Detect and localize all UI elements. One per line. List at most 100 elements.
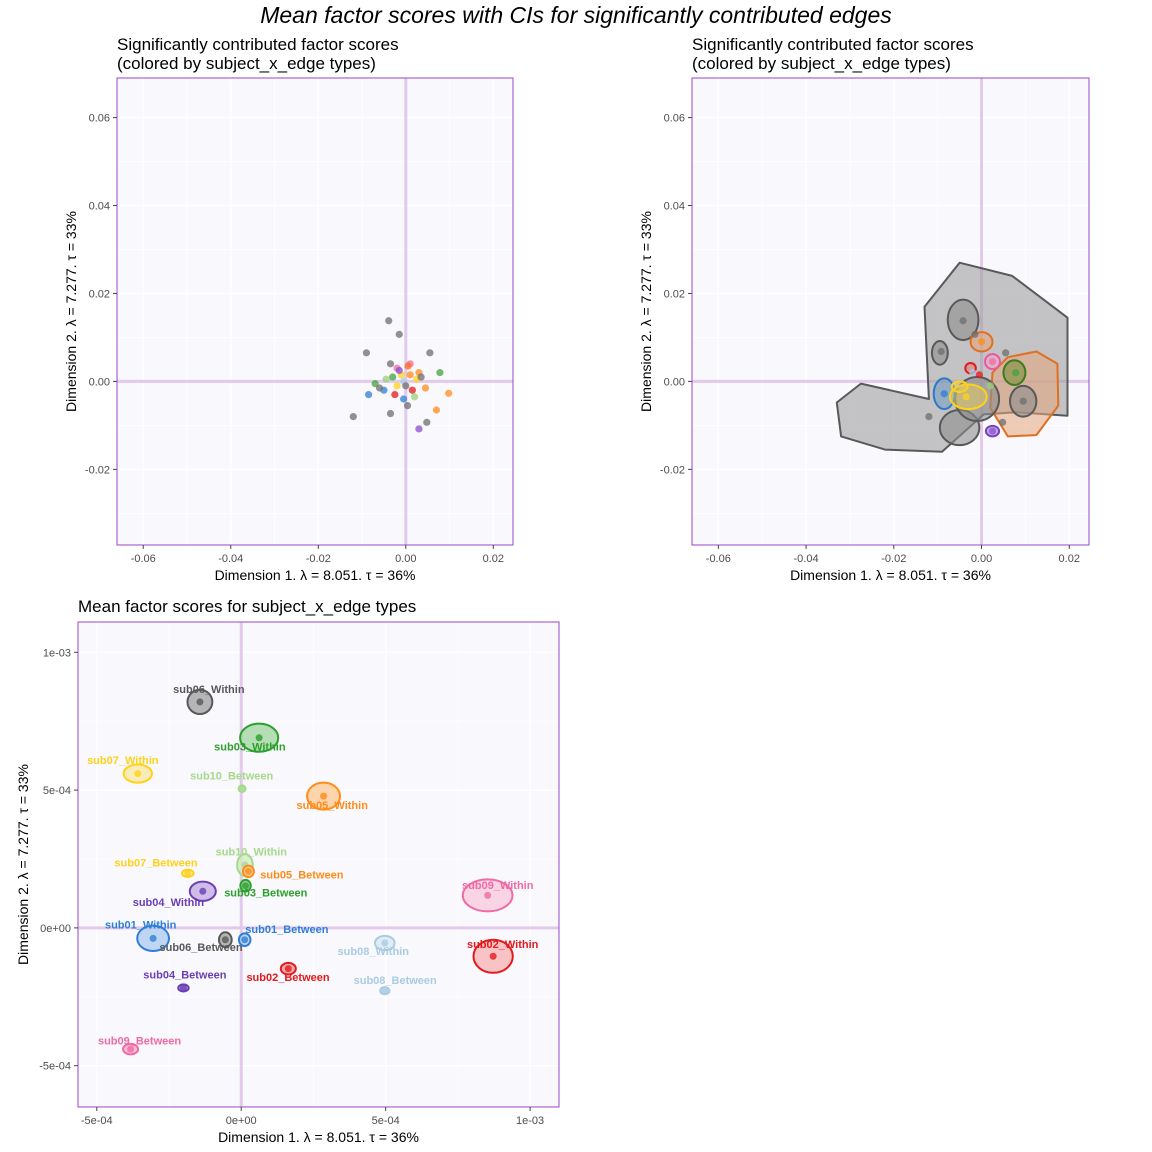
plot-frame xyxy=(116,77,514,546)
group-mean-point xyxy=(241,936,249,944)
group-label: sub02_Between xyxy=(246,972,329,984)
group-label: sub09_Between xyxy=(98,1035,181,1047)
group-label: sub01_Between xyxy=(245,924,328,936)
group-mean-point xyxy=(255,734,263,742)
y-tick-label: 0.06 xyxy=(664,113,685,125)
group-label: sub03_Within xyxy=(214,742,286,754)
data-point xyxy=(402,382,410,390)
x-tick-label: -0.06 xyxy=(131,553,156,565)
data-point xyxy=(1019,397,1027,405)
y-tick-label: 0e+00 xyxy=(40,923,71,935)
data-point xyxy=(432,406,441,414)
y-tick-label: 0.00 xyxy=(664,376,685,388)
group-label: sub05_Between xyxy=(260,870,343,882)
y-axis-label: Dimension 2. λ = 7.277. τ = 33% xyxy=(63,211,79,412)
data-point xyxy=(395,330,403,338)
group-label: sub10_Within xyxy=(216,847,288,859)
y-tick-label: 0.04 xyxy=(664,201,685,213)
x-tick-label: 0e+00 xyxy=(226,1115,257,1127)
x-axis-label: Dimension 1. λ = 8.051. τ = 36% xyxy=(218,1129,419,1145)
group-mean-point xyxy=(179,984,187,992)
group-mean-point xyxy=(489,952,497,960)
group-mean-point xyxy=(381,939,389,947)
data-point xyxy=(385,317,393,325)
data-point xyxy=(393,382,401,390)
plot-background xyxy=(78,622,559,1107)
x-tick-label: 0.00 xyxy=(395,553,416,565)
group-mean-point xyxy=(484,891,492,899)
y-tick-label: 0.02 xyxy=(89,288,110,300)
x-tick-label: -0.04 xyxy=(794,553,819,565)
data-point xyxy=(445,389,453,397)
group-mean-point xyxy=(221,936,229,944)
group-label: sub05_Within xyxy=(297,800,369,812)
data-point xyxy=(371,380,379,388)
data-point xyxy=(1002,349,1010,357)
data-point xyxy=(971,330,979,338)
y-tick-label: 5e-04 xyxy=(43,785,71,797)
group-label: sub09_Within xyxy=(462,880,534,892)
group-label: sub10_Between xyxy=(190,770,273,782)
chart-panel-2: Significantly contributed factor scores(… xyxy=(638,35,1090,583)
data-point xyxy=(410,393,419,401)
y-axis-label: Dimension 2. λ = 7.277. τ = 33% xyxy=(15,764,31,965)
y-tick-label: 0.04 xyxy=(89,201,110,213)
data-point xyxy=(391,391,399,399)
group-label: sub06_Within xyxy=(173,684,245,696)
x-tick-label: 1e-03 xyxy=(516,1115,544,1127)
data-point xyxy=(959,317,967,325)
data-point xyxy=(403,402,412,410)
data-point xyxy=(362,349,371,357)
main-title: Mean factor scores with CIs for signific… xyxy=(260,2,892,28)
data-point xyxy=(406,371,414,379)
data-point xyxy=(389,373,397,381)
chart-panel-1: Significantly contributed factor scores(… xyxy=(63,35,514,583)
x-tick-label: 0.02 xyxy=(1059,553,1080,565)
group-mean-point xyxy=(149,934,157,942)
x-tick-label: -0.04 xyxy=(218,553,243,565)
data-point xyxy=(415,425,423,433)
data-point xyxy=(925,412,933,421)
data-point xyxy=(426,349,434,357)
group-label: sub04_Between xyxy=(143,969,226,981)
group-label: sub08_Within xyxy=(338,946,410,958)
data-point xyxy=(969,369,977,377)
group-mean-point xyxy=(134,770,142,778)
group-label: sub03_Between xyxy=(224,888,307,900)
plot-frame xyxy=(691,77,1090,546)
data-point xyxy=(400,395,408,403)
data-layer xyxy=(835,261,1069,453)
y-axis-label: Dimension 2. λ = 7.277. τ = 33% xyxy=(638,211,654,412)
group-mean-point xyxy=(320,792,328,800)
group-mean-point xyxy=(196,698,204,706)
data-point xyxy=(404,362,412,370)
data-point xyxy=(349,412,357,421)
y-tick-label: -0.02 xyxy=(85,464,110,476)
y-tick-label: 0.00 xyxy=(89,376,110,388)
group-label: sub04_Within xyxy=(133,897,205,909)
data-point xyxy=(382,375,390,383)
y-tick-label: 0.06 xyxy=(89,113,110,125)
data-point xyxy=(395,366,403,375)
chart-title: (colored by subject_x_edge types) xyxy=(692,54,951,73)
data-point xyxy=(408,386,416,394)
group-label: sub08_Between xyxy=(354,975,437,987)
data-point xyxy=(988,427,997,435)
group-label: sub02_Within xyxy=(467,939,539,951)
group-label: sub07_Within xyxy=(87,755,159,767)
chart-panel-3: Mean factor scores for subject_x_edge ty… xyxy=(15,597,560,1145)
data-point xyxy=(421,384,430,392)
data-point xyxy=(436,369,444,377)
data-point xyxy=(386,360,395,368)
data-point xyxy=(975,371,983,379)
x-tick-label: 0.02 xyxy=(483,553,504,565)
data-point xyxy=(977,338,986,346)
chart-title: Significantly contributed factor scores xyxy=(117,35,399,54)
group-mean-point xyxy=(242,882,250,890)
data-point xyxy=(988,358,997,366)
x-tick-label: -5e-04 xyxy=(81,1115,113,1127)
x-axis-label: Dimension 1. λ = 8.051. τ = 36% xyxy=(215,567,416,583)
plot-background xyxy=(117,78,513,545)
x-axis-label: Dimension 1. λ = 8.051. τ = 36% xyxy=(790,567,991,583)
x-tick-label: -0.02 xyxy=(881,553,906,565)
